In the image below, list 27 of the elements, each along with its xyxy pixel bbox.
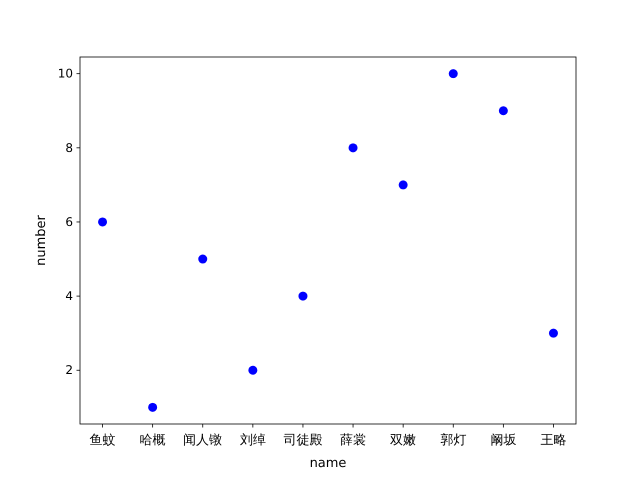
x-tick-label: 刘绰: [240, 433, 266, 448]
point: [448, 69, 458, 78]
point: [98, 217, 108, 226]
x-tick-label: 薛裳: [340, 433, 366, 448]
x-tick-label: 双嫩: [390, 433, 416, 448]
y-tick-label: 6: [65, 214, 73, 229]
x-tick-label: 闻人镦: [183, 433, 222, 448]
x-tick-label: 鱼蚊: [90, 433, 116, 448]
y-tick-label: 8: [65, 140, 73, 155]
x-tick-label: 阚坂: [490, 433, 516, 448]
y-tick-label: 4: [65, 289, 73, 304]
y-tick-label: 2: [65, 363, 73, 378]
point: [348, 143, 358, 152]
point: [498, 106, 508, 116]
x-tick-label: 哈概: [140, 433, 166, 448]
x-tick-label: 王略: [540, 433, 566, 448]
point: [148, 402, 158, 412]
point: [248, 366, 258, 375]
y-tick-label: 10: [58, 66, 73, 81]
point: [298, 292, 308, 301]
x-tick-label: 司徒殿: [283, 433, 322, 448]
point: [398, 180, 408, 190]
x-tick-label: 郭灯: [440, 433, 466, 448]
x-axis-title: name: [310, 456, 346, 471]
y-axis-title: number: [34, 214, 49, 266]
point: [548, 328, 558, 338]
point: [198, 254, 208, 264]
